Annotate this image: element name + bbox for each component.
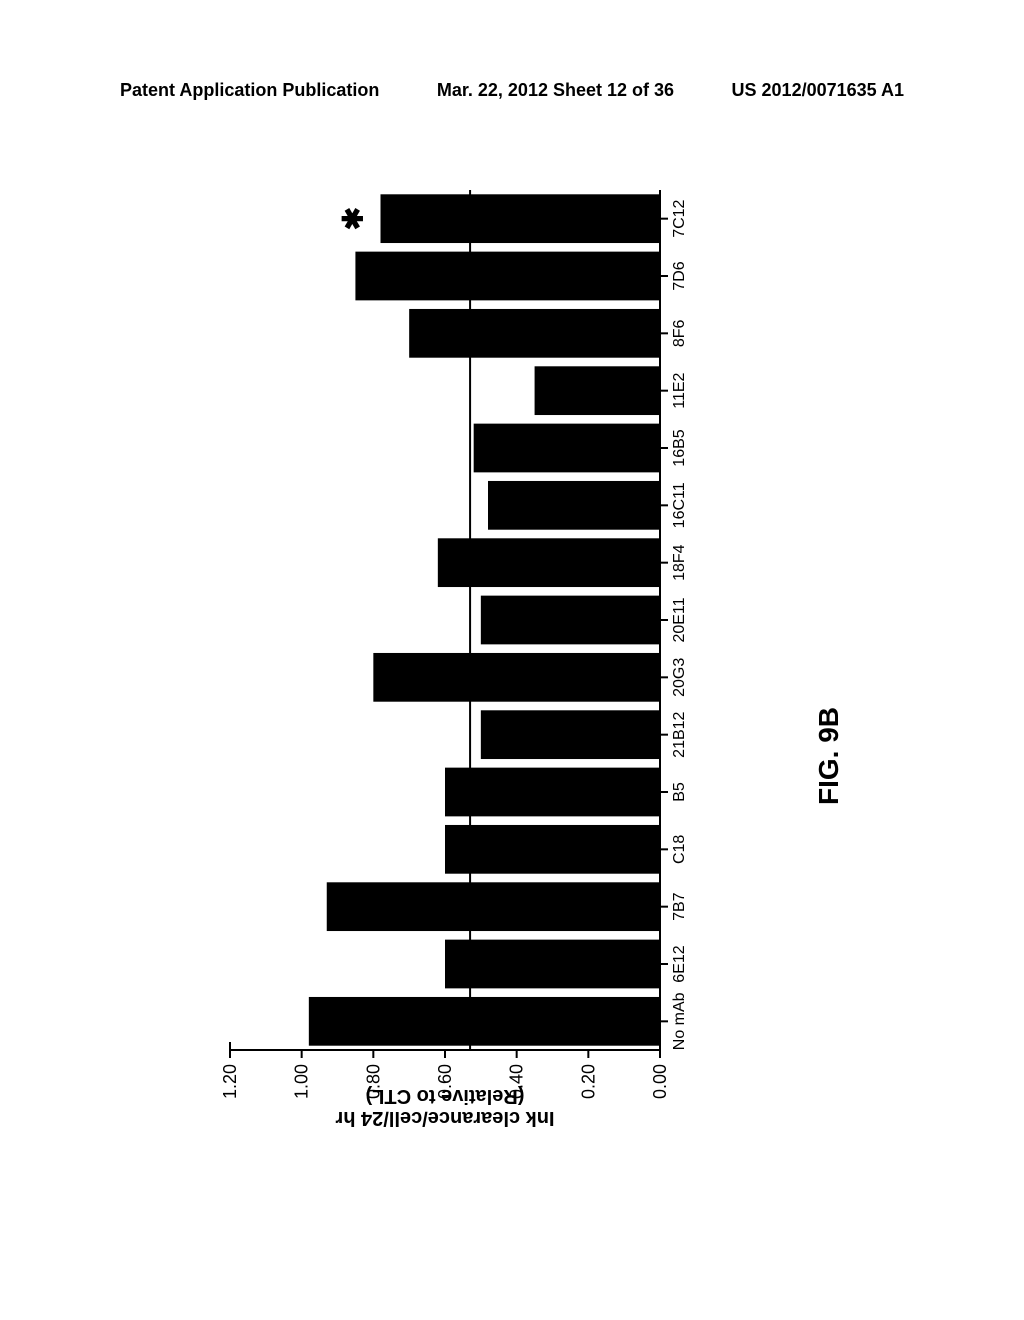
svg-text:20G3: 20G3 bbox=[671, 658, 688, 697]
svg-text:0.00: 0.00 bbox=[650, 1064, 670, 1099]
svg-text:21B12: 21B12 bbox=[671, 711, 688, 757]
svg-text:(Relative to CTL): (Relative to CTL) bbox=[366, 1085, 525, 1107]
header-center: Mar. 22, 2012 Sheet 12 of 36 bbox=[437, 80, 674, 101]
svg-text:18F4: 18F4 bbox=[671, 544, 688, 581]
svg-text:7B7: 7B7 bbox=[671, 892, 688, 921]
header-right: US 2012/0071635 A1 bbox=[732, 80, 904, 101]
header-left: Patent Application Publication bbox=[120, 80, 379, 101]
svg-text:C18: C18 bbox=[671, 835, 688, 864]
svg-text:16B5: 16B5 bbox=[671, 429, 688, 466]
svg-text:20E11: 20E11 bbox=[671, 597, 688, 642]
page-header: Patent Application Publication Mar. 22, … bbox=[0, 80, 1024, 101]
svg-text:7D6: 7D6 bbox=[671, 261, 688, 290]
svg-text:1.00: 1.00 bbox=[292, 1064, 312, 1099]
svg-text:7C12: 7C12 bbox=[671, 199, 688, 237]
svg-text:6E12: 6E12 bbox=[671, 945, 688, 982]
figure-label: FIG. 9B bbox=[813, 681, 845, 831]
svg-text:0.20: 0.20 bbox=[578, 1064, 598, 1099]
svg-text:8F6: 8F6 bbox=[671, 319, 688, 347]
svg-text:Ink clearance/cell/24 hr: Ink clearance/cell/24 hr bbox=[335, 1107, 554, 1129]
svg-text:B5: B5 bbox=[671, 782, 688, 802]
svg-text:No mAb: No mAb bbox=[671, 992, 688, 1050]
svg-text:✱: ✱ bbox=[338, 207, 369, 230]
chart-svg: 0.000.200.400.600.801.001.20No mAb6E127B… bbox=[200, 160, 740, 1140]
svg-text:16C11: 16C11 bbox=[671, 482, 688, 528]
svg-text:1.20: 1.20 bbox=[220, 1064, 240, 1099]
svg-text:11E2: 11E2 bbox=[671, 372, 688, 408]
bar-chart: 0.000.200.400.600.801.001.20No mAb6E127B… bbox=[200, 160, 740, 1140]
